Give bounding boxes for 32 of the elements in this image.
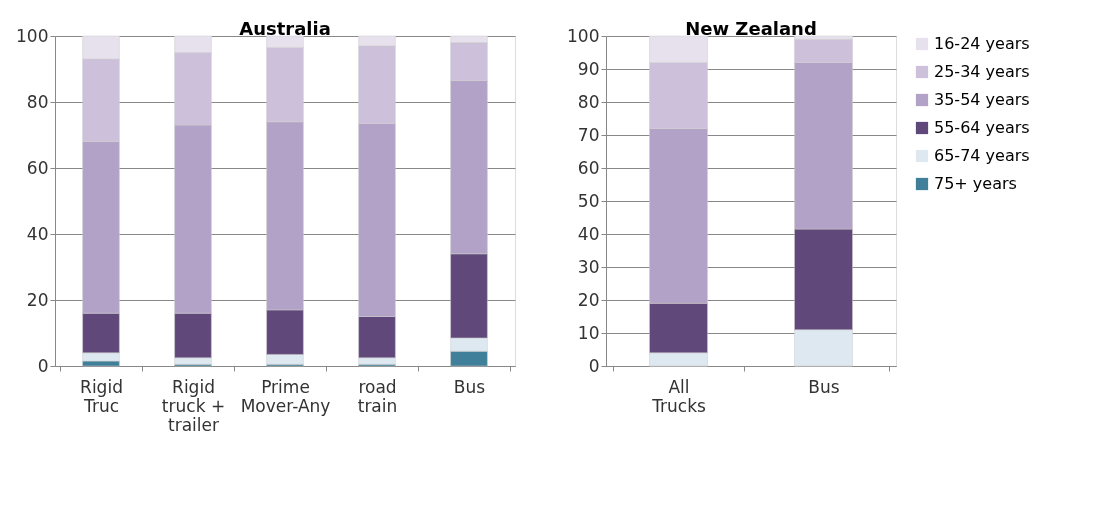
- x-tick-label: All Trucks: [651, 376, 706, 416]
- x-tick-label: Prime Mover-Any: [240, 376, 331, 416]
- legend-label: 25-34 years: [934, 62, 1030, 81]
- x-tick-label: Bus: [808, 376, 840, 397]
- legend-label: 35-54 years: [934, 90, 1030, 109]
- y-tick-label: 40: [26, 223, 49, 244]
- y-tick-label: 100: [16, 25, 49, 46]
- y-tick-label: 60: [26, 157, 49, 178]
- legend-label: 65-74 years: [934, 146, 1030, 165]
- y-tick-label: 20: [577, 289, 600, 310]
- x-tick-label: road train: [357, 376, 398, 416]
- y-tick-label: 90: [577, 58, 600, 79]
- y-tick-label: 0: [37, 355, 49, 376]
- y-tick-label: 30: [577, 256, 600, 277]
- chart-title: New Zealand: [685, 18, 817, 39]
- y-tick-label: 0: [588, 355, 600, 376]
- y-tick-label: 40: [577, 223, 600, 244]
- y-tick-label: 20: [26, 289, 49, 310]
- legend-label: 75+ years: [934, 174, 1017, 193]
- y-tick-label: 70: [577, 124, 600, 145]
- y-tick-label: 60: [577, 157, 600, 178]
- legend-label: 55-64 years: [934, 118, 1030, 137]
- y-tick-label: 80: [577, 91, 600, 112]
- y-tick-label: 10: [577, 322, 600, 343]
- y-tick-label: 100: [567, 25, 600, 46]
- legend-label: 16-24 years: [934, 34, 1030, 53]
- x-tick-label: Bus: [453, 376, 486, 397]
- y-tick-label: 80: [26, 91, 49, 112]
- chart-title: Australia: [239, 18, 331, 39]
- x-tick-label: Rigid truck + trailer: [161, 376, 226, 435]
- y-tick-label: 50: [577, 190, 600, 211]
- x-tick-label: Rigid Truc: [80, 376, 123, 416]
